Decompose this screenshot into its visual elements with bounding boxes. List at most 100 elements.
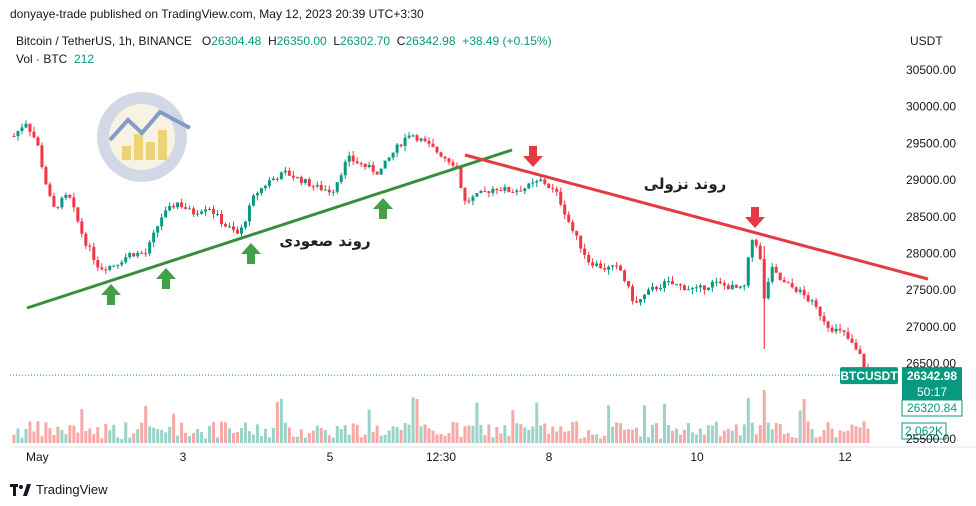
candle-body: [407, 135, 411, 138]
volume-bar: [734, 424, 738, 443]
volume-bar: [615, 422, 619, 443]
volume-bar: [459, 436, 463, 443]
candle-body: [140, 252, 144, 254]
candle-body: [746, 257, 750, 286]
candle-body: [271, 178, 275, 181]
volume-bar: [204, 438, 208, 443]
candle-body: [176, 202, 180, 208]
volume-bar: [132, 433, 136, 443]
volume-bar: [359, 437, 363, 443]
volume-bar: [367, 409, 371, 443]
candle-body: [475, 192, 479, 197]
candle-body: [347, 155, 351, 162]
volume-bar: [619, 423, 623, 443]
volume-bar: [551, 426, 555, 443]
candle-body: [507, 187, 511, 192]
volume-bar: [451, 421, 455, 443]
footer-brand[interactable]: TradingView: [10, 482, 108, 497]
volume-bar: [251, 434, 255, 443]
candle-body: [555, 188, 559, 192]
volume-bar: [208, 425, 212, 443]
y-tick-label: 30000.00: [906, 100, 956, 114]
volume-bar: [395, 427, 399, 443]
candle-body: [48, 184, 52, 196]
candle-body: [559, 191, 563, 205]
volume-bar: [40, 436, 44, 443]
volume-bar: [192, 433, 196, 443]
volume-bar: [28, 421, 32, 443]
x-tick-label: 3: [180, 450, 187, 464]
candle-body: [76, 207, 80, 222]
volume-bar: [611, 426, 615, 443]
candle-body: [52, 195, 56, 207]
volume-bar: [686, 423, 690, 443]
candle-body: [810, 300, 814, 302]
candle-body: [443, 156, 447, 159]
candle-body: [670, 281, 674, 285]
uptrend-label: روند صعودی: [279, 232, 370, 250]
volume-bar: [738, 435, 742, 443]
candle-body: [587, 254, 591, 263]
volume-bar: [144, 405, 148, 443]
volume-bar: [92, 434, 96, 443]
candle-body: [599, 263, 603, 269]
volume-bar: [431, 430, 435, 443]
x-tick-label: 8: [546, 450, 553, 464]
volume-bar: [391, 426, 395, 443]
x-tick-label: 12: [838, 450, 852, 464]
volume-bar: [279, 398, 283, 443]
volume-bar: [303, 437, 307, 443]
candle-body: [647, 289, 651, 295]
change-value: +38.49 (+0.15%): [462, 34, 552, 48]
volume-bar: [275, 401, 279, 443]
candle-body: [583, 248, 587, 255]
candle-body: [355, 161, 359, 164]
volume-bar: [790, 437, 794, 443]
candle-body: [367, 165, 371, 168]
candle-body: [160, 217, 164, 227]
candle-body: [235, 229, 239, 234]
candle-body: [722, 283, 726, 286]
candlesticks: [12, 120, 870, 378]
volume-bar: [798, 410, 802, 443]
volume-bar: [188, 436, 192, 443]
candle-body: [718, 281, 722, 284]
volume-bar: [108, 430, 112, 443]
candle-body: [503, 187, 507, 191]
volume-bar: [838, 430, 842, 443]
candle-body: [283, 170, 287, 173]
candle-body: [730, 284, 734, 290]
candle-body: [411, 135, 415, 137]
volume-bar: [24, 428, 28, 443]
candle-body: [343, 161, 347, 176]
volume-bar: [595, 434, 599, 443]
volume-bar: [850, 424, 854, 443]
candle-body: [643, 294, 647, 300]
candle-body: [220, 213, 224, 225]
candle-body: [216, 213, 220, 215]
volume-bar: [72, 425, 76, 443]
candle-body: [451, 162, 455, 166]
candle-body: [168, 205, 172, 211]
candle-body: [631, 286, 635, 302]
volume-bar: [68, 425, 72, 443]
candle-body: [862, 353, 866, 368]
candle-body: [850, 338, 854, 343]
candle-body: [527, 183, 531, 189]
volume-bar: [583, 437, 587, 443]
candle-body: [686, 289, 690, 291]
candle-body: [28, 123, 32, 132]
volume-bar: [375, 425, 379, 443]
volume-bar: [247, 431, 251, 443]
symbol-tag-bg: [840, 367, 898, 385]
candle-body: [16, 130, 20, 137]
volume-bar: [427, 428, 431, 443]
volume-bar: [826, 422, 830, 443]
publication-credit: donyaye-trade published on TradingView.c…: [10, 7, 424, 21]
volume-bar: [658, 438, 662, 443]
candle-body: [439, 152, 443, 157]
volume-bar: [371, 431, 375, 443]
volume-bar: [120, 438, 124, 443]
candle-body: [778, 272, 782, 280]
